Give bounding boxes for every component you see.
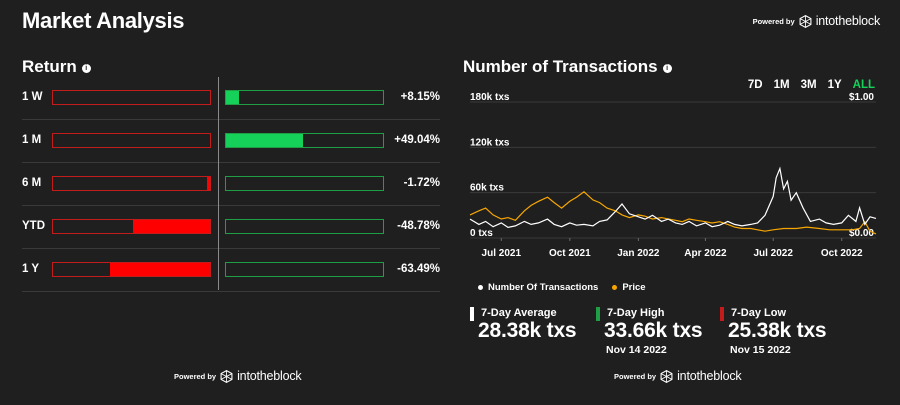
- powered-by-badge: Powered by intotheblock: [752, 14, 881, 28]
- chart-legend: Number Of Transactions Price: [478, 282, 646, 293]
- y-left-tick-label: 60k txs: [470, 183, 504, 194]
- return-period-label: 1 Y: [22, 263, 40, 275]
- legend-dot-icon: [478, 285, 483, 290]
- brand-name: intotheblock: [677, 369, 742, 383]
- range-button-3m[interactable]: 3M: [800, 79, 817, 91]
- return-value: -1.72%: [403, 177, 440, 189]
- return-row: 1 W +8.15%: [22, 77, 440, 120]
- y-right-tick-label: $0.00: [849, 228, 874, 239]
- negative-return-bar: [52, 133, 211, 148]
- x-tick-label: Jan 2022: [617, 248, 660, 259]
- y-right-tick-label: $1.00: [849, 92, 874, 103]
- positive-return-bar: [225, 219, 384, 234]
- return-row: YTD -48.78%: [22, 206, 440, 249]
- intotheblock-logo-icon: [220, 369, 233, 383]
- row-divider: [22, 248, 440, 249]
- x-tick-label: Apr 2022: [684, 248, 727, 259]
- negative-return-bar: [52, 262, 211, 277]
- powered-by-badge-return: Powered by intotheblock: [174, 369, 302, 383]
- x-tick-label: Jul 2022: [753, 248, 793, 259]
- stat-value: 28.38k txs: [478, 319, 577, 342]
- positive-return-bar: [225, 262, 384, 277]
- stat-label: 7-Day Low: [731, 307, 787, 319]
- row-divider: [22, 119, 440, 120]
- stat-value: 33.66k txs: [604, 319, 703, 342]
- positive-return-bar-fill: [226, 91, 239, 104]
- return-value: -63.49%: [397, 263, 440, 275]
- powered-by-text: Powered by: [614, 371, 657, 381]
- x-tick-label: Jul 2021: [482, 248, 522, 259]
- powered-by-badge-transactions: Powered by intotheblock: [614, 369, 742, 383]
- positive-return-bar: [225, 133, 384, 148]
- stat-label: 7-Day Average: [481, 307, 557, 319]
- legend-item-transactions[interactable]: Number Of Transactions: [478, 282, 598, 293]
- legend-label: Price: [622, 282, 646, 293]
- legend-item-price[interactable]: Price: [612, 282, 646, 293]
- row-divider: [22, 162, 440, 163]
- y-left-tick-label: 120k txs: [470, 137, 510, 148]
- transactions-title: Number of Transactions i: [463, 57, 672, 77]
- return-period-label: 1 M: [22, 134, 42, 146]
- powered-by-text: Powered by: [174, 371, 217, 381]
- x-tick-label: Oct 2022: [821, 248, 863, 259]
- range-button-7d[interactable]: 7D: [747, 79, 763, 91]
- negative-return-bar-fill: [133, 220, 210, 233]
- legend-dot-icon: [612, 285, 618, 290]
- positive-return-bar-fill: [226, 134, 303, 147]
- positive-return-bar: [225, 176, 384, 191]
- return-row: 1 Y -63.49%: [22, 249, 440, 292]
- positive-return-bar: [225, 90, 384, 105]
- stat-label: 7-Day High: [607, 307, 665, 319]
- range-button-1y[interactable]: 1Y: [827, 79, 842, 91]
- stat-value: 25.38k txs: [728, 319, 827, 342]
- return-title-text: Return: [22, 57, 77, 76]
- y-left-tick-label: 180k txs: [470, 92, 510, 103]
- legend-label: Number Of Transactions: [488, 282, 599, 293]
- negative-return-bar: [52, 90, 211, 105]
- return-value: +8.15%: [400, 91, 440, 103]
- negative-return-bar-fill: [207, 177, 210, 190]
- return-row: 6 M -1.72%: [22, 163, 440, 206]
- series-line-price: [469, 191, 877, 235]
- return-period-label: YTD: [22, 220, 45, 232]
- return-title: Return i: [22, 57, 91, 77]
- stat-color-marker: [470, 307, 474, 321]
- series-line-number-of-transactions: [469, 166, 877, 229]
- page-title: Market Analysis: [22, 8, 185, 33]
- return-period-label: 6 M: [22, 177, 42, 189]
- intotheblock-logo-icon: [660, 369, 673, 383]
- return-row: 1 M +49.04%: [22, 120, 440, 163]
- info-icon[interactable]: i: [81, 64, 91, 73]
- info-icon[interactable]: i: [662, 64, 672, 73]
- stat-date: Nov 15 2022: [730, 344, 791, 356]
- x-tick-label: Oct 2021: [549, 248, 591, 259]
- powered-by-text: Powered by: [752, 16, 795, 26]
- return-value: -48.78%: [397, 220, 440, 232]
- brand-name: intotheblock: [237, 369, 302, 383]
- range-button-1m[interactable]: 1M: [773, 79, 790, 91]
- return-center-line: [218, 77, 219, 290]
- negative-return-bar-fill: [110, 263, 210, 276]
- y-left-tick-label: 0 txs: [470, 228, 493, 239]
- intotheblock-logo-icon: [799, 14, 812, 28]
- time-range-selector: 7D 1M 3M 1Y ALL: [748, 79, 875, 91]
- row-divider: [22, 205, 440, 206]
- stat-color-marker: [596, 307, 600, 321]
- range-button-all[interactable]: ALL: [852, 79, 875, 91]
- brand-name: intotheblock: [815, 14, 881, 28]
- return-value: +49.04%: [394, 134, 440, 146]
- transactions-title-text: Number of Transactions: [463, 57, 658, 76]
- row-divider: [22, 291, 440, 292]
- negative-return-bar: [52, 219, 211, 234]
- return-period-label: 1 W: [22, 91, 43, 103]
- stat-color-marker: [720, 307, 724, 321]
- negative-return-bar: [52, 176, 211, 191]
- stat-date: Nov 14 2022: [606, 344, 667, 356]
